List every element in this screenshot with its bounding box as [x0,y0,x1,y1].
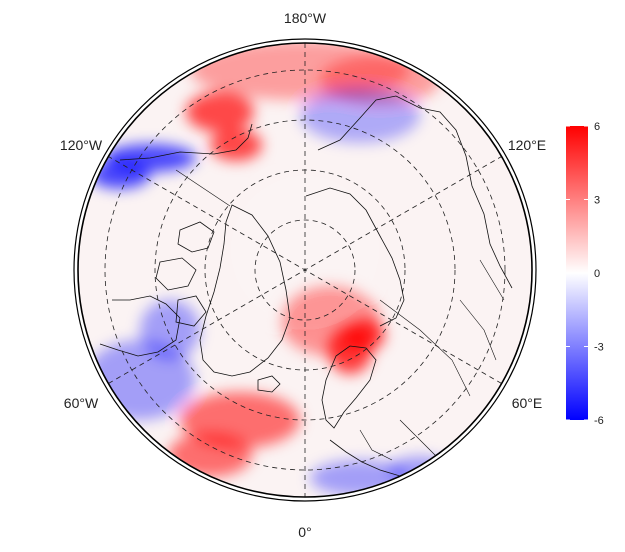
anomaly-patch [210,129,262,161]
longitude-label-120e: 120°E [508,137,546,153]
anomaly-patch [180,392,300,448]
meridian-60w-120e [108,156,502,384]
colorbar-tick-label: 0 [594,268,600,280]
anomaly-patch [140,300,200,360]
colorbar-tick-label: 3 [594,195,600,207]
longitude-label-120w: 120°W [60,137,103,153]
latitude-circle [154,119,456,421]
scandinavia-coast [321,345,377,429]
longitude-label-0: 0° [298,524,311,540]
anomaly-field [85,43,452,496]
siberia-coast [317,95,513,289]
anomaly-patch [300,87,420,143]
graticule [104,43,506,497]
colorbar: 6 3 0 -3 -6 [566,121,604,427]
longitude-label-60e: 60°E [512,395,543,411]
border-segment [379,299,471,397]
eurasia-north-coast [305,187,405,327]
latitude-circle [104,69,506,471]
colorbar-tick-label: 6 [594,121,600,133]
border-segment [459,299,497,361]
map-frame-outer [73,38,537,502]
border-segment [359,429,393,461]
border-segment [399,419,441,461]
latitude-circle [254,219,356,321]
country-borders [175,169,505,461]
longitude-label-180w: 180°W [284,10,327,26]
colorbar-tick-label: -6 [594,415,604,427]
colorbar-ticks: 6 3 0 -3 -6 [566,121,604,427]
anomaly-patch [186,92,254,132]
border-segment [175,169,231,207]
map-disc [78,43,532,497]
canada-arctic-islands [155,221,215,327]
colorbar-tick-label: -3 [594,342,604,354]
longitude-label-60w: 60°W [64,395,99,411]
coastlines [99,95,513,477]
map-frame-inner [77,42,533,498]
north-america-coast [99,123,253,357]
border-segment [479,259,505,301]
anomaly-patch [90,161,150,189]
iceland-coast [257,375,281,393]
greenland-coastline [199,204,291,377]
colorbar-gradient [566,126,588,420]
anomaly-patch [345,319,385,351]
